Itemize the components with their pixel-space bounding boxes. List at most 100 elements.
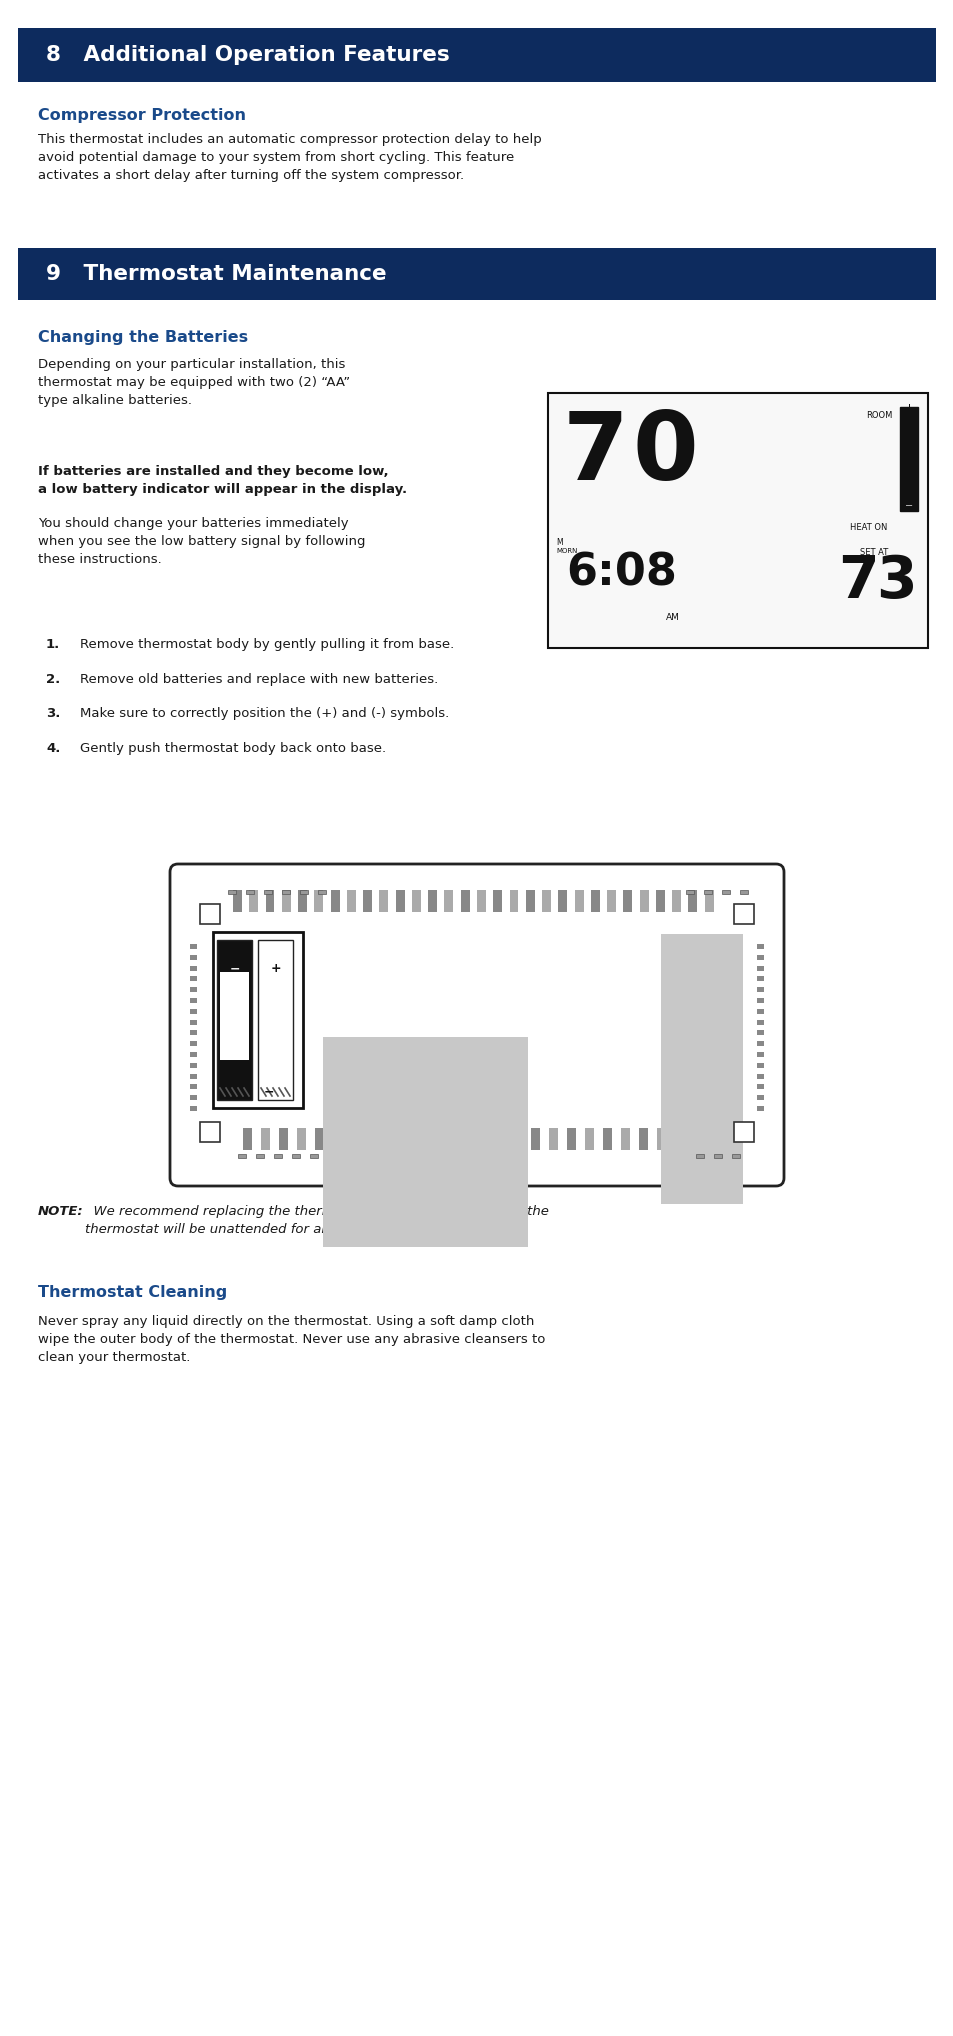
Bar — [696, 1154, 703, 1158]
Text: −: − — [263, 1085, 274, 1099]
Bar — [493, 890, 501, 912]
Text: MORN: MORN — [556, 548, 577, 554]
Text: Remove old batteries and replace with new batteries.: Remove old batteries and replace with ne… — [80, 674, 437, 686]
Text: SET AT: SET AT — [859, 548, 887, 558]
Text: Make sure to correctly position the (+) and (-) symbols.: Make sure to correctly position the (+) … — [80, 706, 449, 721]
Bar — [190, 1040, 196, 1047]
Text: Thermostat Cleaning: Thermostat Cleaning — [38, 1285, 227, 1301]
Bar — [757, 1020, 763, 1024]
Bar — [757, 1073, 763, 1079]
Text: This thermostat includes an automatic compressor protection delay to help
avoid : This thermostat includes an automatic co… — [38, 132, 541, 181]
Text: 0: 0 — [633, 407, 698, 501]
Text: +: + — [270, 961, 280, 975]
Bar — [757, 998, 763, 1004]
Bar — [541, 890, 551, 912]
Bar — [228, 890, 235, 894]
Text: 9   Thermostat Maintenance: 9 Thermostat Maintenance — [46, 265, 386, 283]
Bar — [190, 965, 196, 971]
Bar — [757, 945, 763, 949]
Bar — [190, 1073, 196, 1079]
Bar — [323, 1036, 527, 1246]
Bar — [525, 890, 535, 912]
Bar — [558, 890, 567, 912]
Bar — [190, 1106, 196, 1112]
Text: NOTE:: NOTE: — [38, 1205, 84, 1218]
Bar — [584, 1128, 594, 1150]
Bar — [281, 890, 291, 912]
Bar — [476, 1128, 485, 1150]
Bar — [261, 1128, 270, 1150]
Text: Compressor Protection: Compressor Protection — [38, 108, 246, 122]
Text: Gently push thermostat body back onto base.: Gently push thermostat body back onto ba… — [80, 741, 386, 755]
Bar — [369, 1128, 377, 1150]
Text: 1.: 1. — [46, 637, 60, 652]
Bar — [757, 1008, 763, 1014]
Bar — [757, 1053, 763, 1057]
Bar — [547, 393, 927, 647]
Text: Remove thermostat body by gently pulling it from base.: Remove thermostat body by gently pulling… — [80, 637, 454, 652]
Bar — [639, 890, 648, 912]
Bar — [733, 904, 753, 924]
Bar — [292, 1154, 299, 1158]
Bar — [216, 941, 252, 1099]
Bar — [639, 1128, 647, 1150]
Text: 3.: 3. — [46, 706, 60, 721]
Text: +: + — [904, 403, 911, 411]
Text: 8   Additional Operation Features: 8 Additional Operation Features — [46, 45, 449, 65]
Bar — [213, 932, 303, 1108]
Bar — [688, 890, 697, 912]
Bar — [703, 890, 711, 894]
Bar — [190, 1020, 196, 1024]
Bar — [395, 890, 404, 912]
Bar — [190, 1030, 196, 1036]
Bar — [190, 987, 196, 992]
Bar — [620, 1128, 629, 1150]
Text: 2.: 2. — [46, 674, 60, 686]
Bar — [274, 1154, 282, 1158]
Bar — [757, 1106, 763, 1112]
Bar — [656, 890, 664, 912]
Bar — [422, 1128, 432, 1150]
Bar — [220, 971, 249, 1061]
Text: We recommend replacing the thermostat batteries annually or if the
thermostat wi: We recommend replacing the thermostat ba… — [85, 1205, 548, 1236]
Bar — [444, 890, 453, 912]
Text: 3: 3 — [875, 554, 916, 611]
Bar — [672, 890, 680, 912]
Text: You should change your batteries immediately
when you see the low battery signal: You should change your batteries immedia… — [38, 517, 365, 566]
Bar — [685, 890, 693, 894]
Bar — [18, 248, 935, 299]
Bar — [190, 1095, 196, 1099]
Bar — [249, 890, 258, 912]
Bar — [460, 890, 469, 912]
Bar — [299, 890, 308, 894]
Bar — [363, 890, 372, 912]
Bar — [190, 945, 196, 949]
Bar — [278, 1128, 288, 1150]
Bar — [495, 1128, 503, 1150]
Text: 7: 7 — [562, 407, 628, 501]
Bar — [190, 998, 196, 1004]
Bar — [509, 890, 517, 912]
Bar — [331, 890, 339, 912]
Text: ROOM: ROOM — [865, 411, 891, 419]
Bar — [310, 1154, 317, 1158]
Text: +: + — [221, 1085, 233, 1099]
Bar — [265, 890, 274, 912]
Bar — [675, 1128, 683, 1150]
Bar — [899, 407, 917, 511]
Bar — [255, 1154, 264, 1158]
Bar — [351, 1128, 359, 1150]
Bar — [740, 890, 747, 894]
Text: AM: AM — [665, 613, 679, 623]
Bar — [757, 987, 763, 992]
Bar — [333, 1128, 341, 1150]
Bar — [297, 890, 307, 912]
Bar — [721, 890, 729, 894]
Text: Never spray any liquid directly on the thermostat. Using a soft damp cloth
wipe : Never spray any liquid directly on the t… — [38, 1315, 545, 1364]
Text: 6:08: 6:08 — [565, 552, 677, 595]
Bar — [190, 1063, 196, 1067]
Bar — [190, 1085, 196, 1089]
Bar — [317, 890, 326, 894]
Bar — [713, 1154, 721, 1158]
Bar — [476, 890, 485, 912]
